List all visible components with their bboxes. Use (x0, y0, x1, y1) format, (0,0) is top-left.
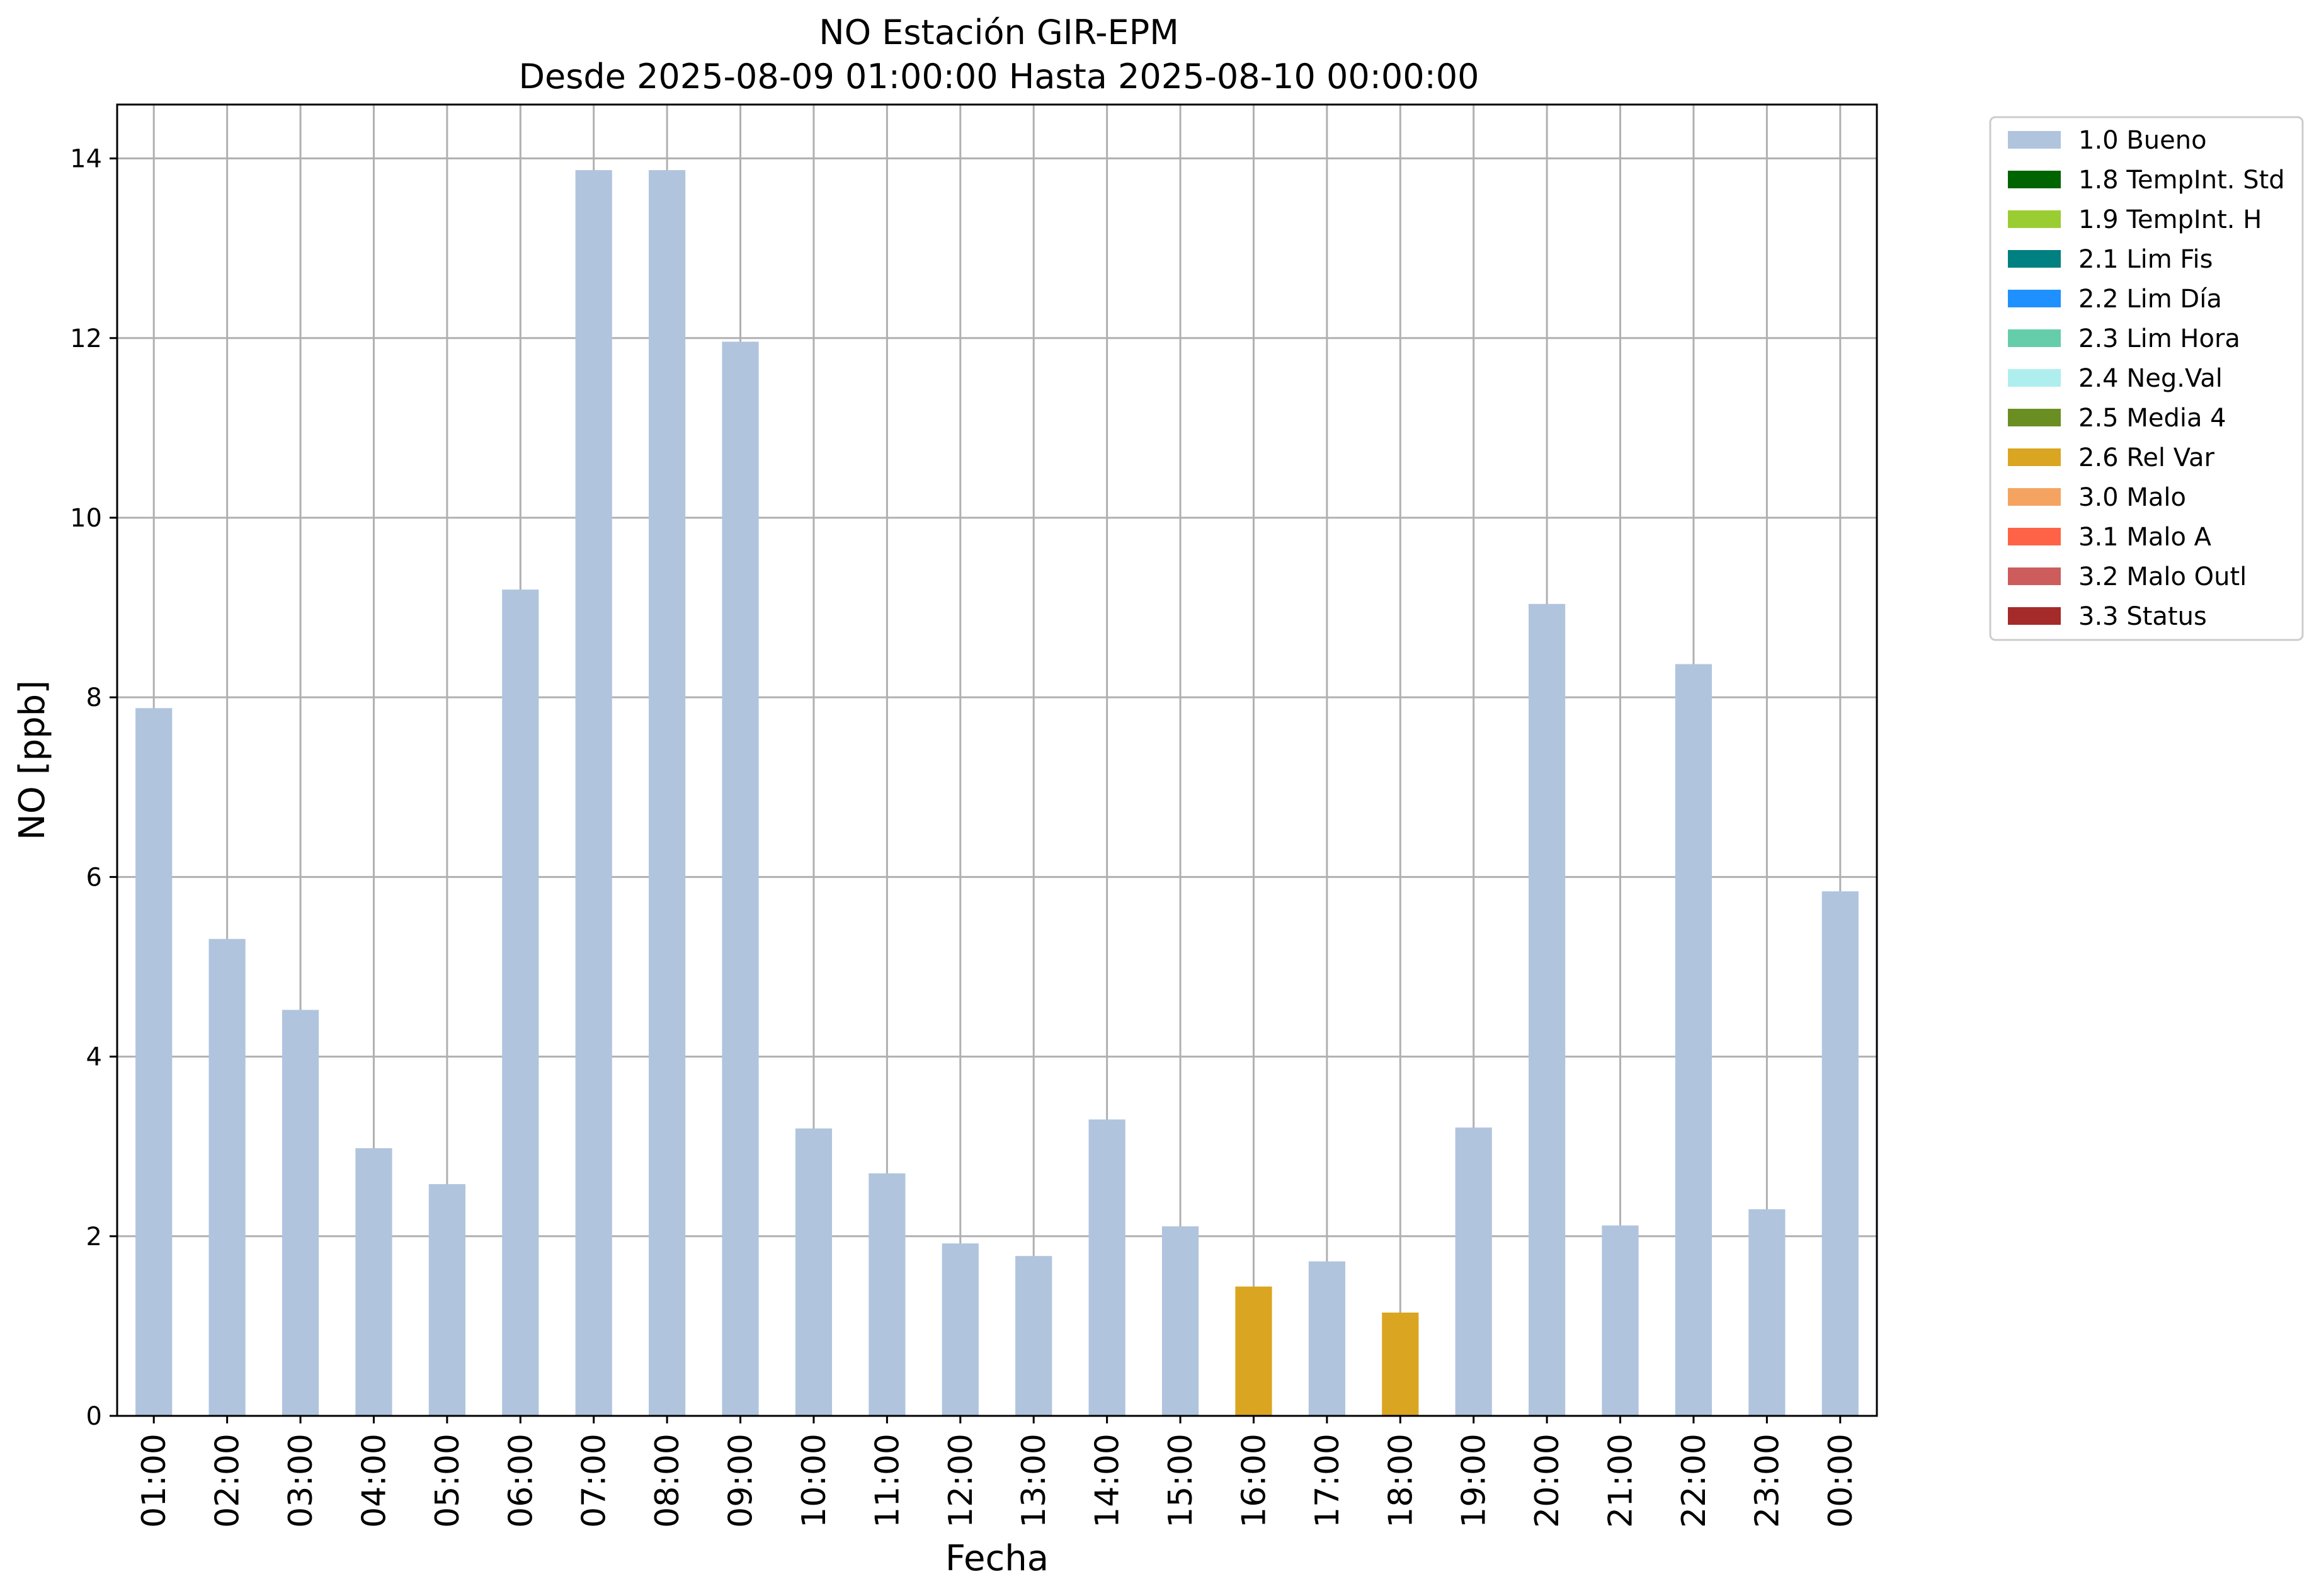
bar-2300 (1748, 1209, 1786, 1416)
bar-2100 (1602, 1225, 1639, 1416)
legend-label: 2.6 Rel Var (2078, 443, 2215, 472)
legend-swatch (2008, 329, 2061, 347)
x-tick-label: 04:00 (355, 1434, 393, 1528)
x-tick-label: 05:00 (429, 1434, 467, 1528)
legend-swatch (2008, 250, 2061, 268)
y-tick-label: 10 (70, 504, 102, 533)
y-tick-label: 8 (86, 683, 102, 712)
y-tick-label: 14 (70, 145, 102, 174)
legend-swatch (2008, 567, 2061, 585)
legend-label: 3.1 Malo A (2078, 523, 2212, 552)
bar-0300 (282, 1010, 319, 1416)
x-tick-label: 17:00 (1309, 1434, 1347, 1528)
bar-0900 (722, 341, 759, 1416)
y-axis-label: NO [ppb] (12, 680, 53, 840)
bar-0000 (1821, 891, 1859, 1416)
x-tick-label: 11:00 (869, 1434, 906, 1528)
x-tick-label: 00:00 (1822, 1434, 1860, 1528)
x-tick-label: 14:00 (1089, 1434, 1127, 1528)
x-tick-label: 21:00 (1602, 1434, 1640, 1528)
bar-0800 (649, 170, 686, 1416)
x-tick-label: 20:00 (1529, 1434, 1566, 1528)
x-tick-label: 13:00 (1015, 1434, 1053, 1528)
legend-items: 1.0 Bueno 1.8 TempInt. Std 1.9 TempInt. H 2… (2008, 126, 2285, 631)
legend-swatch (2008, 528, 2061, 545)
x-tick-label: 19:00 (1456, 1434, 1493, 1528)
bar-1400 (1088, 1119, 1125, 1416)
legend-label: 2.5 Media 4 (2078, 404, 2226, 433)
legend-box (1989, 116, 2304, 641)
x-tick-label: 06:00 (502, 1434, 540, 1528)
x-axis: 01:00 02:00 03:00 04:00 05:00 06:00 07:00 08:00… (135, 1416, 1860, 1528)
legend: 1.0 Bueno 1.8 TempInt. Std 1.9 TempInt. H 2… (1989, 116, 2304, 641)
x-tick-label: 12:00 (942, 1434, 980, 1528)
legend-label: 2.4 Neg.Val (2078, 364, 2223, 393)
bar-1100 (869, 1173, 906, 1416)
bar-2200 (1675, 664, 1712, 1416)
y-tick-label: 12 (70, 324, 102, 353)
chart-title: NO Estación GIR-EPM (819, 13, 1179, 52)
x-tick-label: 02:00 (209, 1434, 247, 1528)
bar-2000 (1529, 603, 1566, 1416)
x-tick-label: 10:00 (795, 1434, 833, 1528)
x-tick-label: 09:00 (722, 1434, 760, 1528)
y-tick-label: 4 (86, 1043, 102, 1072)
x-tick-label: 01:00 (135, 1434, 173, 1528)
legend-swatch (2008, 369, 2061, 387)
legend-label: 3.0 Malo (2078, 483, 2186, 512)
legend-swatch (2008, 210, 2061, 228)
bars (135, 170, 1859, 1416)
chart-subtitle: Desde 2025-08-09 01:00:00 Hasta 2025-08-… (518, 57, 1479, 96)
y-tick-label: 6 (86, 863, 102, 892)
bar-1600 (1235, 1286, 1272, 1416)
x-tick-label: 03:00 (282, 1434, 320, 1528)
x-tick-label: 18:00 (1382, 1434, 1420, 1528)
legend-swatch (2008, 409, 2061, 426)
legend-label: 1.8 TempInt. Std (2078, 166, 2285, 195)
bar-1200 (942, 1243, 979, 1416)
bar-0700 (575, 170, 612, 1416)
legend-swatch (2008, 488, 2061, 506)
bar-0600 (502, 590, 539, 1416)
y-axis: 0 2 4 6 8 10 12 14 (70, 145, 117, 1431)
legend-label: 2.3 Lim Hora (2078, 324, 2240, 353)
legend-swatch (2008, 290, 2061, 307)
x-tick-label: 22:00 (1675, 1434, 1713, 1528)
bar-1700 (1308, 1261, 1345, 1416)
legend-swatch (2008, 131, 2061, 149)
x-tick-label: 16:00 (1235, 1434, 1273, 1528)
legend-swatch (2008, 171, 2061, 188)
bar-0500 (428, 1184, 465, 1416)
legend-swatch (2008, 607, 2061, 625)
plot-frame (116, 103, 1878, 1417)
x-tick-label: 15:00 (1162, 1434, 1200, 1528)
x-axis-label: Fecha (945, 1538, 1049, 1579)
bar-1000 (795, 1128, 833, 1416)
x-tick-label: 07:00 (576, 1434, 613, 1528)
bar-0400 (355, 1148, 392, 1416)
bar-1500 (1161, 1226, 1199, 1416)
legend-label: 3.3 Status (2078, 602, 2207, 631)
x-tick-label: 23:00 (1748, 1434, 1786, 1528)
y-tick-label: 0 (86, 1402, 102, 1431)
legend-label: 1.9 TempInt. H (2078, 205, 2262, 234)
bar-1900 (1455, 1127, 1492, 1416)
bar-0100 (135, 708, 173, 1416)
legend-swatch (2008, 448, 2061, 466)
legend-label: 2.1 Lim Fis (2078, 245, 2213, 274)
y-tick-label: 2 (86, 1223, 102, 1251)
x-tick-label: 08:00 (649, 1434, 687, 1528)
legend-label: 3.2 Malo Outl (2078, 562, 2247, 591)
legend-label: 1.0 Bueno (2078, 126, 2207, 155)
bar-1800 (1382, 1313, 1419, 1416)
legend-label: 2.2 Lim Día (2078, 285, 2222, 314)
bar-0200 (208, 938, 246, 1416)
bar-1300 (1015, 1256, 1052, 1416)
